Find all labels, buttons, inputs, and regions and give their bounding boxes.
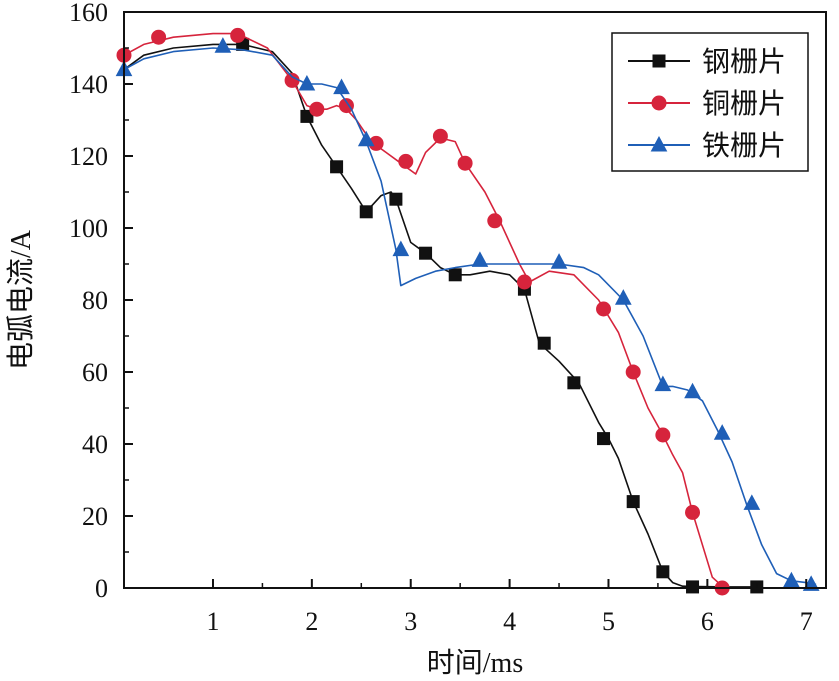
legend-entry: 铁栅片	[628, 130, 786, 162]
data-point	[214, 37, 232, 53]
legend-marker	[652, 54, 666, 68]
data-point	[655, 427, 671, 443]
data-point	[230, 27, 246, 43]
y-tick-label: 100	[69, 214, 108, 243]
data-point	[284, 72, 300, 88]
y-tick-label: 140	[69, 70, 108, 99]
x-tick-label: 4	[503, 607, 516, 636]
y-tick-label: 80	[82, 286, 108, 315]
x-tick-label: 7	[800, 607, 813, 636]
x-tick-label: 3	[404, 607, 417, 636]
axis-ticks: 1 2 3 4 5 6 7 0 20 40 60 80 100 120 140 160	[69, 0, 813, 636]
y-tick-label: 40	[82, 430, 108, 459]
data-point	[419, 246, 433, 260]
data-point	[783, 571, 800, 588]
data-point	[743, 494, 761, 510]
legend-label: 铜栅片	[702, 88, 786, 120]
data-point	[516, 274, 532, 290]
series-line	[123, 32, 728, 589]
y-tick-label: 160	[69, 0, 108, 27]
data-point	[625, 364, 641, 380]
legend-entry: 铜栅片	[628, 88, 786, 120]
data-point	[357, 130, 375, 147]
data-point	[596, 301, 612, 317]
series-line	[123, 47, 817, 586]
data-point	[656, 565, 670, 579]
x-tick-label: 1	[206, 607, 219, 636]
y-tick-label: 0	[95, 574, 108, 603]
legend-label: 钢栅片	[702, 46, 786, 78]
data-point	[333, 78, 350, 95]
data-point	[684, 382, 701, 399]
data-point	[713, 424, 731, 440]
data-point	[338, 98, 354, 114]
legend-marker	[650, 135, 668, 152]
data-point	[392, 240, 410, 257]
data-point	[685, 504, 701, 520]
data-point	[471, 251, 489, 267]
data-point	[398, 153, 414, 169]
data-point	[537, 336, 551, 350]
legend-entry: 钢栅片	[628, 46, 786, 78]
x-tick-label: 5	[602, 607, 615, 636]
data-point	[457, 155, 473, 171]
data-point	[359, 205, 373, 219]
data-point	[448, 268, 462, 282]
series-3	[115, 37, 820, 591]
data-point	[432, 128, 448, 144]
x-tick-label: 2	[305, 607, 318, 636]
data-point	[802, 575, 820, 591]
legend-label: 铁栅片	[702, 130, 786, 162]
plot-area	[115, 27, 820, 596]
data-point	[626, 495, 640, 509]
data-point	[550, 253, 568, 269]
data-point	[389, 192, 403, 206]
data-point	[597, 432, 611, 446]
x-tick-label: 6	[701, 607, 714, 636]
data-point	[309, 101, 325, 117]
data-point	[151, 29, 167, 45]
data-point	[330, 160, 344, 174]
series-2	[116, 27, 730, 596]
y-tick-label: 20	[82, 502, 108, 531]
data-point	[686, 580, 700, 594]
data-point	[614, 289, 632, 305]
data-point	[654, 375, 672, 392]
data-point	[300, 109, 314, 123]
x-axis-label: 时间/ms	[427, 647, 523, 679]
data-point	[567, 376, 581, 390]
legend-marker	[651, 95, 667, 111]
data-point	[487, 213, 503, 229]
y-tick-label: 120	[69, 142, 108, 171]
y-tick-label: 60	[82, 358, 108, 387]
y-axis-label: 电弧电流/A	[5, 229, 37, 370]
data-point	[298, 74, 316, 91]
